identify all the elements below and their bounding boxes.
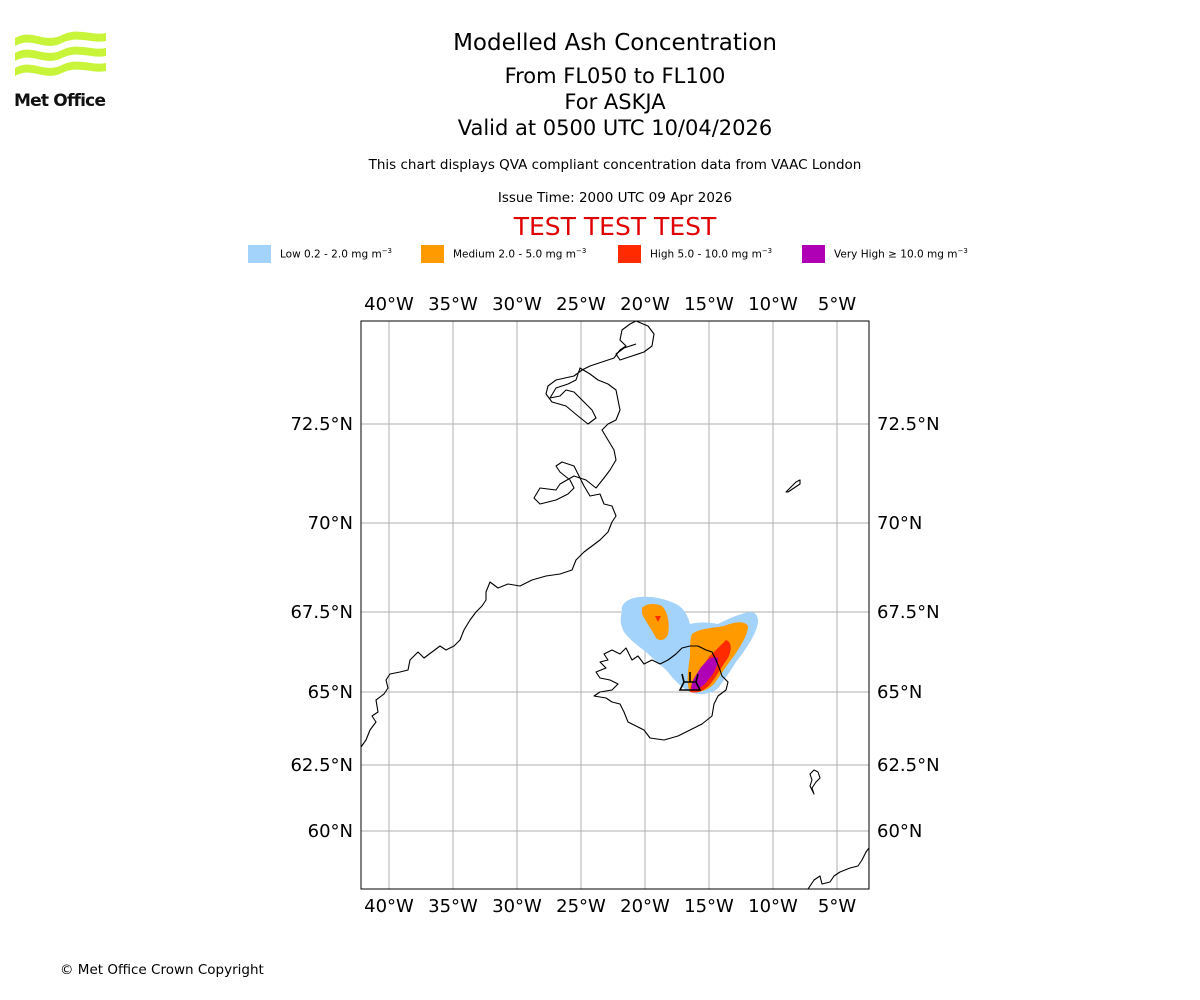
lon-label-top: 35°W bbox=[428, 294, 478, 315]
volcano-marker-icon bbox=[678, 672, 702, 691]
legend-label-low: Low 0.2 - 2.0 mg m−3 bbox=[280, 247, 393, 261]
lon-label-top: 30°W bbox=[492, 294, 542, 315]
map-background bbox=[361, 321, 869, 889]
legend-item-very-high: Very High ≥ 10.0 mg m−3 bbox=[802, 244, 968, 264]
legend-item-low: Low 0.2 - 2.0 mg m−3 bbox=[248, 244, 392, 264]
legend-label-very-high: Very High ≥ 10.0 mg m−3 bbox=[834, 247, 968, 261]
ash-area-high-spot bbox=[655, 616, 661, 622]
lat-labels-right: 72.5°N 70°N 67.5°N 65°N 62.5°N 60°N bbox=[877, 414, 940, 842]
lat-label-left: 67.5°N bbox=[290, 602, 353, 623]
valid-time: Valid at 0500 UTC 10/04/2026 bbox=[457, 116, 773, 140]
lat-label-left: 72.5°N bbox=[290, 414, 353, 435]
lon-label-top: 20°W bbox=[620, 294, 670, 315]
coastline-greenland-2 bbox=[615, 321, 655, 361]
legend-swatch-high bbox=[618, 245, 641, 263]
lat-label-left: 65°N bbox=[308, 682, 353, 703]
met-office-logo-icon bbox=[15, 31, 106, 76]
test-banner: TEST TEST TEST bbox=[513, 212, 717, 241]
legend-item-high: High 5.0 - 10.0 mg m−3 bbox=[618, 244, 772, 264]
lat-label-right: 65°N bbox=[877, 682, 922, 703]
lat-labels-left: 72.5°N 70°N 67.5°N 65°N 62.5°N 60°N bbox=[290, 414, 353, 842]
lat-label-right: 67.5°N bbox=[877, 602, 940, 623]
lon-label-top: 25°W bbox=[556, 294, 606, 315]
lon-label-bottom: 20°W bbox=[620, 896, 670, 917]
lon-label-top: 5°W bbox=[818, 294, 856, 315]
lon-label-bottom: 5°W bbox=[818, 896, 856, 917]
legend-swatch-medium bbox=[421, 245, 444, 263]
coastline-iceland bbox=[593, 645, 729, 741]
lon-labels-bottom: 40°W 35°W 30°W 25°W 20°W 15°W 10°W 5°W bbox=[364, 896, 856, 917]
lon-label-top: 10°W bbox=[748, 294, 798, 315]
lon-labels-top: 40°W 35°W 30°W 25°W 20°W 15°W 10°W 5°W bbox=[364, 294, 856, 315]
lat-label-right: 70°N bbox=[877, 513, 922, 534]
lat-label-right: 72.5°N bbox=[877, 414, 940, 435]
legend: Low 0.2 - 2.0 mg m−3 Medium 2.0 - 5.0 mg… bbox=[248, 244, 1008, 264]
issue-time: Issue Time: 2000 UTC 09 Apr 2026 bbox=[497, 190, 733, 206]
legend-label-high: High 5.0 - 10.0 mg m−3 bbox=[650, 247, 773, 261]
lat-label-right: 60°N bbox=[877, 821, 922, 842]
lon-label-bottom: 25°W bbox=[556, 896, 606, 917]
legend-label-medium: Medium 2.0 - 5.0 mg m−3 bbox=[453, 247, 587, 261]
coastline-faroes bbox=[809, 769, 821, 795]
chart-title: Modelled Ash Concentration bbox=[453, 30, 777, 56]
ash-area-very-high bbox=[691, 657, 718, 690]
copyright-notice: © Met Office Crown Copyright bbox=[60, 962, 264, 978]
lat-label-left: 62.5°N bbox=[290, 755, 353, 776]
logo-text: Met Office bbox=[14, 91, 106, 111]
flight-level-range: From FL050 to FL100 bbox=[504, 64, 726, 88]
legend-item-medium: Medium 2.0 - 5.0 mg m−3 bbox=[421, 244, 586, 264]
lon-label-bottom: 35°W bbox=[428, 896, 478, 917]
coastline-greenland bbox=[361, 321, 637, 748]
legend-swatch-low bbox=[248, 245, 271, 263]
lon-label-bottom: 30°W bbox=[492, 896, 542, 917]
coastline-jan-mayen bbox=[785, 479, 801, 493]
lat-label-right: 62.5°N bbox=[877, 755, 940, 776]
lon-label-bottom: 10°W bbox=[748, 896, 798, 917]
lat-label-left: 60°N bbox=[308, 821, 353, 842]
chart-subtitle: This chart displays QVA compliant concen… bbox=[368, 157, 862, 173]
lon-label-top: 15°W bbox=[684, 294, 734, 315]
lon-label-top: 40°W bbox=[364, 294, 414, 315]
ash-area-medium-north bbox=[642, 603, 669, 641]
legend-swatch-very-high bbox=[802, 245, 825, 263]
volcano-name: For ASKJA bbox=[564, 90, 666, 114]
lon-label-bottom: 15°W bbox=[684, 896, 734, 917]
gridlines bbox=[361, 321, 869, 889]
lon-label-bottom: 40°W bbox=[364, 896, 414, 917]
lat-label-left: 70°N bbox=[308, 513, 353, 534]
chart-title-details: From FL050 to FL100 For ASKJA Valid at 0… bbox=[0, 63, 1200, 141]
map-frame bbox=[360, 320, 870, 890]
